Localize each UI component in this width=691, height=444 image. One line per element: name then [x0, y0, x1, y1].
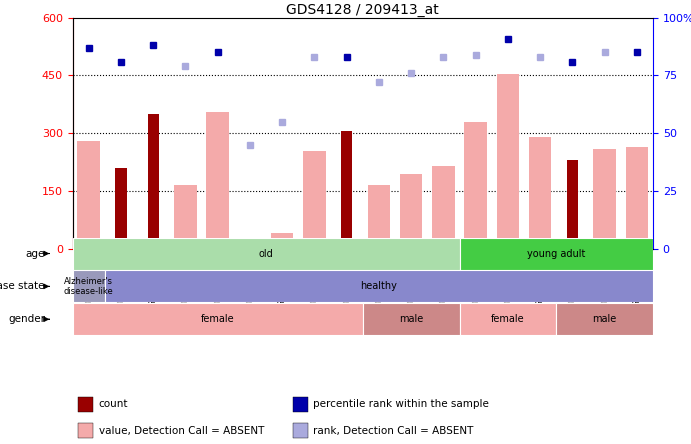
Bar [432, 166, 455, 249]
Title: GDS4128 / 209413_at: GDS4128 / 209413_at [286, 3, 439, 17]
Bar [464, 122, 487, 249]
Bar [303, 151, 325, 249]
Bar [625, 147, 648, 249]
Text: female: female [201, 314, 234, 324]
Bar [148, 114, 159, 249]
Bar [293, 397, 307, 412]
Text: old: old [258, 249, 274, 258]
Bar [207, 112, 229, 249]
Text: rank, Detection Call = ABSENT: rank, Detection Call = ABSENT [314, 426, 474, 436]
Bar [460, 238, 653, 270]
Text: disease state: disease state [0, 281, 45, 291]
Bar [73, 303, 363, 335]
Text: male: male [592, 314, 617, 324]
Bar [174, 185, 197, 249]
Text: healthy: healthy [361, 281, 397, 291]
Bar [497, 74, 519, 249]
Bar [77, 141, 100, 249]
Bar [293, 424, 307, 438]
Bar [529, 137, 551, 249]
Bar [400, 174, 422, 249]
Text: age: age [26, 249, 45, 258]
Text: Alzheimer's
disease-like: Alzheimer's disease-like [64, 277, 113, 296]
Bar [341, 131, 352, 249]
Bar [594, 149, 616, 249]
Bar [460, 303, 556, 335]
Bar [567, 160, 578, 249]
Text: male: male [399, 314, 424, 324]
Bar [78, 424, 93, 438]
Text: value, Detection Call = ABSENT: value, Detection Call = ABSENT [99, 426, 264, 436]
Bar [363, 303, 460, 335]
Bar [556, 303, 653, 335]
Bar [73, 270, 105, 302]
Text: percentile rank within the sample: percentile rank within the sample [314, 400, 489, 409]
Bar [368, 185, 390, 249]
Bar [271, 233, 294, 249]
Text: young adult: young adult [527, 249, 585, 258]
Bar [115, 168, 126, 249]
Text: gender: gender [8, 314, 45, 324]
Bar [73, 238, 460, 270]
Text: female: female [491, 314, 524, 324]
Text: count: count [99, 400, 128, 409]
Bar [78, 397, 93, 412]
